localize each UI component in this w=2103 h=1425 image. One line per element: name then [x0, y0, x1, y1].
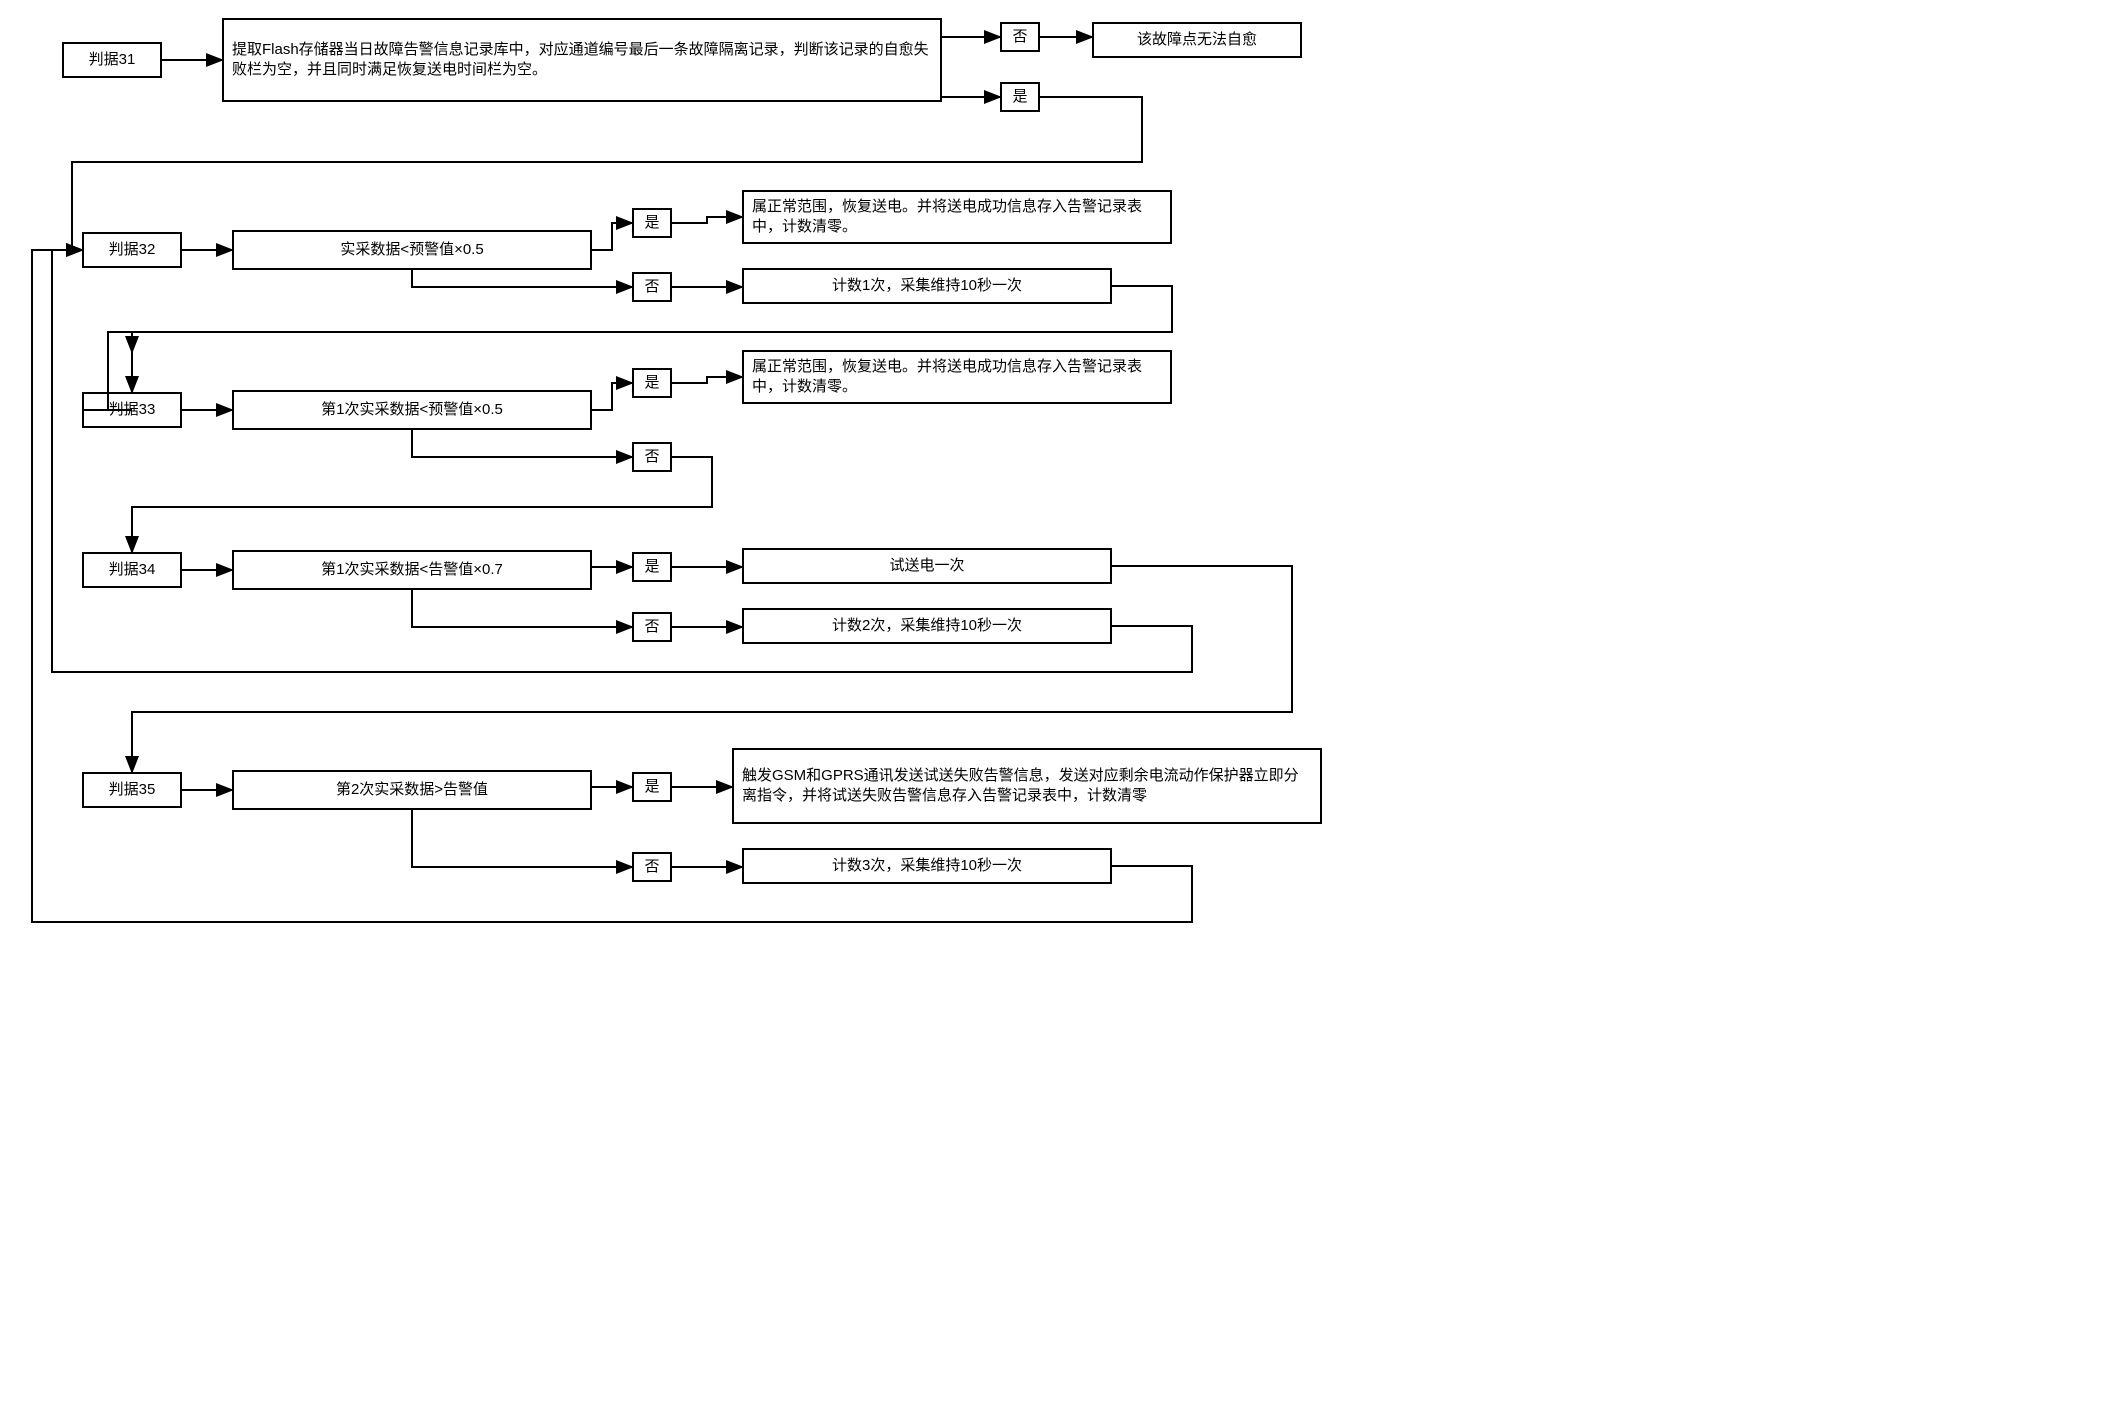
- criterion-35-desc: 第2次实采数据>告警值: [232, 770, 592, 810]
- criterion-35-yes: 是: [632, 772, 672, 802]
- criterion-33: 判据33: [82, 392, 182, 428]
- criterion-31-fail: 该故障点无法自愈: [1092, 22, 1302, 58]
- criterion-35-yes-out: 触发GSM和GPRS通讯发送试送失败告警信息，发送对应剩余电流动作保护器立即分离…: [732, 748, 1322, 824]
- criterion-34-desc: 第1次实采数据<告警值×0.7: [232, 550, 592, 590]
- criterion-34-no: 否: [632, 612, 672, 642]
- criterion-32-no: 否: [632, 272, 672, 302]
- criterion-32-desc: 实采数据<预警值×0.5: [232, 230, 592, 270]
- criterion-35-no-out: 计数3次，采集维持10秒一次: [742, 848, 1112, 884]
- criterion-33-yes-out: 属正常范围，恢复送电。并将送电成功信息存入告警记录表中，计数清零。: [742, 350, 1172, 404]
- criterion-33-yes: 是: [632, 368, 672, 398]
- criterion-32-no-out: 计数1次，采集维持10秒一次: [742, 268, 1112, 304]
- criterion-32: 判据32: [82, 232, 182, 268]
- criterion-34: 判据34: [82, 552, 182, 588]
- criterion-35: 判据35: [82, 772, 182, 808]
- criterion-34-yes: 是: [632, 552, 672, 582]
- criterion-31-desc: 提取Flash存储器当日故障告警信息记录库中，对应通道编号最后一条故障隔离记录，…: [222, 18, 942, 102]
- criterion-34-yes-out: 试送电一次: [742, 548, 1112, 584]
- flow-connectors: [12, 12, 1352, 972]
- criterion-34-no-out: 计数2次，采集维持10秒一次: [742, 608, 1112, 644]
- criterion-35-no: 否: [632, 852, 672, 882]
- criterion-32-yes-out: 属正常范围，恢复送电。并将送电成功信息存入告警记录表中，计数清零。: [742, 190, 1172, 244]
- criterion-31: 判据31: [62, 42, 162, 78]
- criterion-33-no: 否: [632, 442, 672, 472]
- criterion-31-yes: 是: [1000, 82, 1040, 112]
- criterion-33-desc: 第1次实采数据<预警值×0.5: [232, 390, 592, 430]
- criterion-31-no: 否: [1000, 22, 1040, 52]
- criterion-32-yes: 是: [632, 208, 672, 238]
